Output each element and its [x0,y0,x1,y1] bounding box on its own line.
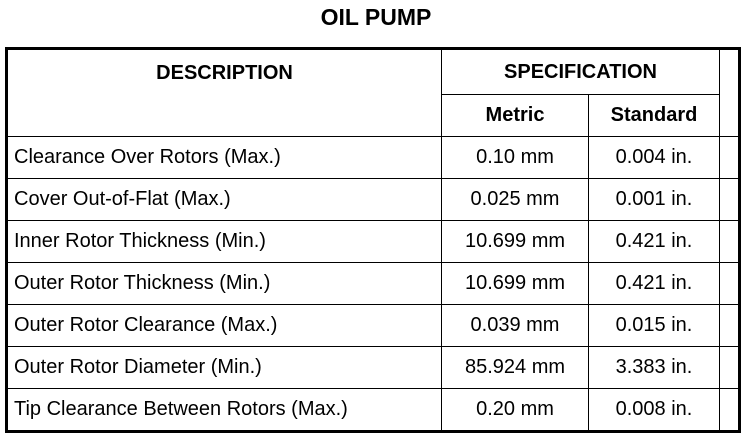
header-description: DESCRIPTION [6,48,442,137]
cell-description: Outer Rotor Thickness (Min.) [6,262,442,305]
spec-table: DESCRIPTION SPECIFICATION Metric Standar… [5,47,741,433]
cell-description: Inner Rotor Thickness (Min.) [6,220,442,263]
table-row: Outer Rotor Thickness (Min.) 10.699 mm 0.4… [6,262,740,305]
cell-standard: 0.421 in. [588,220,720,263]
cell-blank [719,262,740,305]
cell-standard: 0.004 in. [588,136,720,179]
header-metric: Metric [441,94,589,137]
cell-blank [719,388,740,432]
cell-standard: 3.383 in. [588,346,720,389]
page-title: OIL PUMP [320,4,432,30]
cell-blank [719,304,740,347]
cell-metric: 0.10 mm [441,136,589,179]
table-row: Outer Rotor Clearance (Max.) 0.039 mm 0.01… [6,304,740,347]
cell-description: Outer Rotor Clearance (Max.) [6,304,442,347]
cell-standard: 0.421 in. [588,262,720,305]
cell-metric: 10.699 mm [441,220,589,263]
table-row: Clearance Over Rotors (Max.) 0.10 mm 0.004… [6,136,740,179]
table-row: Inner Rotor Thickness (Min.) 10.699 mm 0.4… [6,220,740,263]
cell-description: Outer Rotor Diameter (Min.) [6,346,442,389]
cell-blank [719,178,740,221]
cell-blank [719,220,740,263]
table-row: Tip Clearance Between Rotors (Max.) 0.20 … [6,388,740,432]
cell-metric: 0.025 mm [441,178,589,221]
table-row: Outer Rotor Diameter (Min.) 85.924 mm 3.38… [6,346,740,389]
cell-metric: 0.039 mm [441,304,589,347]
cell-metric: 0.20 mm [441,388,589,432]
cell-description: Tip Clearance Between Rotors (Max.) [6,388,442,432]
cell-description: Clearance Over Rotors (Max.) [6,136,442,179]
table-row: Cover Out-of-Flat (Max.) 0.025 mm 0.001 in… [6,178,740,221]
cell-standard: 0.008 in. [588,388,720,432]
header-blank [719,48,740,137]
cell-description: Cover Out-of-Flat (Max.) [6,178,442,221]
cell-standard: 0.001 in. [588,178,720,221]
cell-metric: 10.699 mm [441,262,589,305]
cell-blank [719,346,740,389]
cell-blank [719,136,740,179]
header-standard: Standard [588,94,720,137]
header-specification: SPECIFICATION [441,48,720,95]
cell-standard: 0.015 in. [588,304,720,347]
cell-metric: 85.924 mm [441,346,589,389]
